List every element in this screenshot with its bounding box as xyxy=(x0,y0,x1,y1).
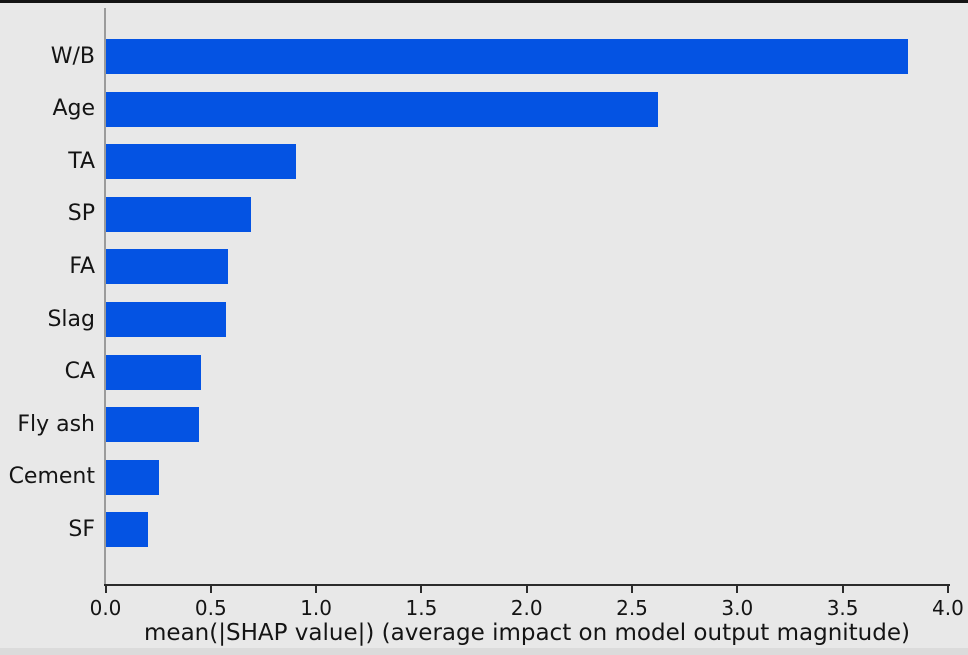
x-tick-mark xyxy=(420,585,423,593)
y-tick-label: SF xyxy=(68,516,95,542)
figure-top-border xyxy=(0,0,968,3)
x-tick-label: 1.0 xyxy=(300,596,332,620)
x-tick-label: 1.5 xyxy=(405,596,438,620)
x-tick-label: 3.5 xyxy=(826,596,859,620)
bar xyxy=(106,459,159,495)
y-tick-label: FA xyxy=(69,253,95,279)
y-tick-label: SP xyxy=(67,201,95,227)
y-tick-label: CA xyxy=(64,359,95,385)
y-tick-label: W/B xyxy=(50,43,95,69)
bar xyxy=(106,302,227,337)
x-tick-label: 4.0 xyxy=(931,596,964,620)
y-tick-label: Fly ash xyxy=(17,411,95,437)
x-tick-mark xyxy=(104,585,107,593)
bar xyxy=(106,196,252,232)
x-tick-mark xyxy=(631,585,633,593)
bar xyxy=(106,354,201,390)
bar xyxy=(106,512,149,548)
y-axis-line xyxy=(104,8,106,584)
bar xyxy=(106,249,229,285)
x-tick-mark xyxy=(841,585,844,593)
y-tick-label: Slag xyxy=(47,306,95,332)
x-tick-mark xyxy=(209,585,212,593)
x-tick-mark xyxy=(525,585,528,593)
figure-bottom-strip xyxy=(0,648,968,655)
y-tick-label: TA xyxy=(68,148,95,174)
x-tick-label: 2.0 xyxy=(510,596,543,620)
bar xyxy=(106,407,199,443)
y-tick-label: Age xyxy=(52,96,95,122)
x-tick-mark xyxy=(315,585,318,593)
x-tick-label: 2.5 xyxy=(616,596,648,620)
x-tick-mark xyxy=(736,585,739,593)
x-axis-title: mean(|SHAP value|) (average impact on mo… xyxy=(144,620,910,646)
y-tick-label: Cement xyxy=(8,464,95,490)
x-tick-label: 3.0 xyxy=(721,596,754,620)
bar xyxy=(106,91,658,127)
bar xyxy=(106,144,296,180)
x-tick-label: 0.5 xyxy=(194,596,227,620)
bar xyxy=(106,39,909,74)
x-tick-mark xyxy=(946,585,949,593)
x-tick-label: 0.0 xyxy=(89,596,122,620)
